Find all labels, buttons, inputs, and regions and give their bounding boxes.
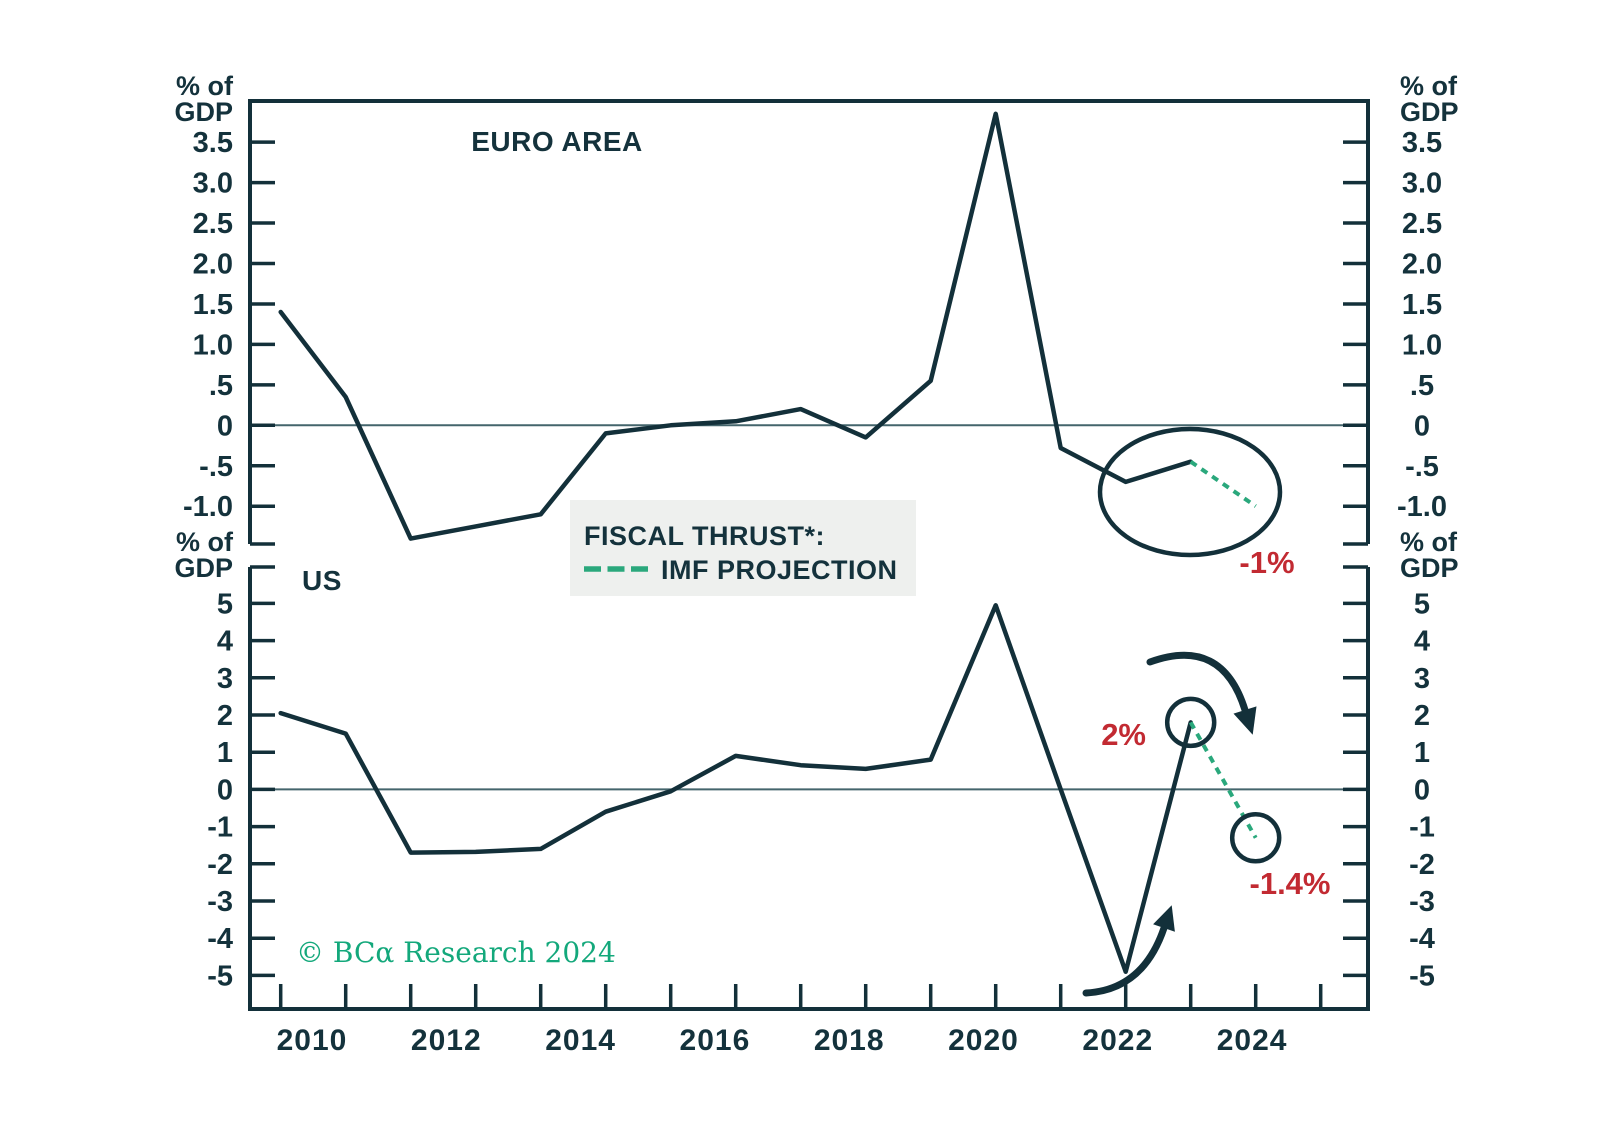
y-tick-label-right: 2 bbox=[1414, 700, 1430, 732]
y-tick-label-left: 2.0 bbox=[193, 249, 233, 281]
y-tick-label-right: 4 bbox=[1414, 626, 1430, 658]
y-tick-label-left: 3.5 bbox=[193, 127, 233, 159]
y-tick-label-right: -2 bbox=[1409, 849, 1435, 881]
y-tick-label-right: 3.5 bbox=[1402, 127, 1442, 159]
unit-label-top-right-1: % of bbox=[1400, 71, 1458, 101]
y-tick-label-left: 2.5 bbox=[193, 208, 233, 240]
euro-projection-value-label: -1% bbox=[1239, 545, 1294, 580]
y-tick-label-left: -.5 bbox=[199, 451, 233, 483]
euro-panel-title: EURO AREA bbox=[471, 126, 642, 157]
y-tick-label-right: 1.5 bbox=[1402, 289, 1442, 321]
y-tick-label-left: -3 bbox=[207, 886, 233, 918]
y-tick-label-left: .5 bbox=[209, 370, 233, 402]
x-tick-label: 2014 bbox=[545, 1024, 616, 1057]
y-tick-label-left: 5 bbox=[217, 588, 233, 620]
x-tick-label: 2018 bbox=[814, 1024, 885, 1057]
y-tick-label-right: 5 bbox=[1414, 588, 1430, 620]
us-fiscal-thrust-line bbox=[278, 603, 1193, 974]
down-swing-arrowhead-icon bbox=[1233, 706, 1257, 735]
y-tick-label-right: 0 bbox=[1414, 410, 1430, 442]
y-tick-label-left: 4 bbox=[217, 626, 233, 658]
x-tick-label: 2020 bbox=[948, 1024, 1019, 1057]
us-2023-point-circle bbox=[1164, 696, 1217, 749]
x-tick-label: 2010 bbox=[277, 1024, 348, 1057]
legend-box bbox=[570, 500, 916, 596]
unit-label-top-right-2: GDP bbox=[1400, 97, 1459, 127]
x-tick-label: 2022 bbox=[1082, 1024, 1153, 1057]
y-tick-label-left: 0 bbox=[217, 410, 233, 442]
down-swing-arrow bbox=[1146, 651, 1249, 714]
annotation-shapes bbox=[1082, 426, 1283, 997]
y-tick-label-right: -1.0 bbox=[1397, 491, 1447, 523]
y-tick-label-right: 2.0 bbox=[1402, 249, 1442, 281]
x-tick-label: 2024 bbox=[1217, 1024, 1288, 1057]
us-2023-value-label: 2% bbox=[1101, 717, 1146, 752]
legend: FISCAL THRUST*: IMF PROJECTION bbox=[584, 521, 898, 585]
legend-projection-label: IMF PROJECTION bbox=[661, 555, 898, 585]
y-tick-label-left: 1.5 bbox=[193, 289, 233, 321]
unit-label-mid-right-1: % of bbox=[1400, 527, 1458, 557]
unit-label-mid-left-1: % of bbox=[176, 527, 234, 557]
tick-labels-layer: 3.5 3.5 3.0 3.0 2.5 2.5 2.0 2.0 1.5 1.5 1.0 1.0 .5 .5… bbox=[183, 127, 1447, 1057]
y-tick-label-left: -2 bbox=[207, 849, 233, 881]
y-tick-label-right: -3 bbox=[1409, 886, 1435, 918]
us-projection-value-label: -1.4% bbox=[1250, 866, 1331, 901]
y-tick-label-left: 3.0 bbox=[193, 168, 233, 200]
y-tick-label-left: -1 bbox=[207, 812, 233, 844]
y-tick-label-right: -4 bbox=[1409, 923, 1435, 955]
euro-projection-highlight-ellipse bbox=[1097, 426, 1283, 558]
y-tick-label-left: -5 bbox=[207, 960, 233, 992]
y-tick-label-left: 0 bbox=[217, 774, 233, 806]
y-tick-label-right: -1 bbox=[1409, 812, 1435, 844]
y-tick-label-left: -4 bbox=[207, 923, 233, 955]
y-tick-label-right: .5 bbox=[1410, 370, 1434, 402]
unit-label-top-left-1: % of bbox=[176, 71, 234, 101]
y-tick-label-left: -1.0 bbox=[183, 491, 233, 523]
y-tick-label-right: -5 bbox=[1409, 960, 1435, 992]
y-tick-label-left: 2 bbox=[217, 700, 233, 732]
copyright-text: © BCα Research 2024 bbox=[296, 936, 616, 969]
legend-title: FISCAL THRUST*: bbox=[584, 521, 825, 551]
y-tick-label-left: 1.0 bbox=[193, 329, 233, 361]
y-tick-label-right: 3 bbox=[1414, 663, 1430, 695]
x-tick-label: 2016 bbox=[680, 1024, 751, 1057]
y-tick-label-right: 1.0 bbox=[1402, 329, 1442, 361]
unit-label-mid-left-2: GDP bbox=[174, 553, 233, 583]
unit-label-mid-right-2: GDP bbox=[1400, 553, 1459, 583]
us-2024-point-circle bbox=[1229, 812, 1282, 864]
up-swing-arrow bbox=[1082, 924, 1168, 997]
y-tick-label-right: 2.5 bbox=[1402, 208, 1442, 240]
y-tick-label-right: 0 bbox=[1414, 774, 1430, 806]
us-panel-title: US bbox=[302, 565, 342, 596]
up-swing-arrowhead-icon bbox=[1153, 905, 1175, 932]
euro-fiscal-thrust-line bbox=[278, 111, 1193, 541]
x-tick-label: 2012 bbox=[411, 1024, 482, 1057]
unit-label-top-left-2: GDP bbox=[174, 97, 233, 127]
axes-layer bbox=[248, 99, 1370, 1011]
y-tick-label-left: 3 bbox=[217, 663, 233, 695]
axis-unit-labels: % of GDP % of GDP % of GDP % of GDP bbox=[174, 71, 1458, 583]
y-tick-label-right: -.5 bbox=[1405, 451, 1439, 483]
euro-imf-projection-line bbox=[1189, 460, 1257, 508]
y-tick-label-right: 1 bbox=[1414, 737, 1430, 769]
y-tick-label-right: 3.0 bbox=[1402, 168, 1442, 200]
y-tick-label-left: 1 bbox=[217, 737, 233, 769]
